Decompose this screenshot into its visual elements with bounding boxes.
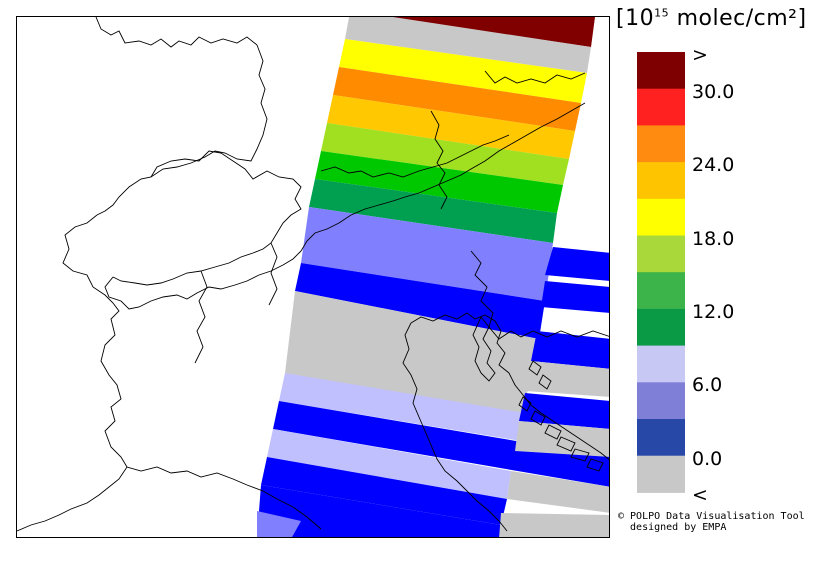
border-line xyxy=(104,250,302,310)
swath-band-yellow xyxy=(339,39,587,103)
credit-line-2: designed by EMPA xyxy=(618,522,727,533)
swath-band-blue xyxy=(257,485,501,537)
country-borders xyxy=(17,17,609,532)
unit-prefix: [10 xyxy=(616,6,655,31)
coastline xyxy=(410,312,609,460)
colorbar-swatch xyxy=(637,345,685,383)
swath-band-blue xyxy=(519,393,609,429)
swath-band-periwinkle xyxy=(301,207,553,301)
legend-unit-title: [1015 molec/cm²] xyxy=(616,6,807,31)
colorbar-swatch xyxy=(637,162,685,200)
colorbar-swatch xyxy=(637,382,685,420)
border-line xyxy=(96,44,268,216)
colorbar-swatch xyxy=(637,198,685,236)
border-line xyxy=(320,134,510,178)
colorbar-tick-label: > xyxy=(692,44,708,66)
colorbar-swatch xyxy=(637,52,685,90)
border-line xyxy=(430,110,448,210)
colorbar-tick-label: 30.0 xyxy=(692,80,735,103)
swath-band-blue xyxy=(545,247,609,281)
coastline xyxy=(126,466,322,530)
border-line xyxy=(484,70,586,84)
swath-band-gray xyxy=(285,291,539,421)
border-line xyxy=(300,102,586,252)
swath-band-darkgreen xyxy=(309,179,557,243)
map-panel[interactable] xyxy=(16,16,610,538)
swath-band-gray xyxy=(345,17,591,73)
swath-band-mediumgreen xyxy=(315,151,563,213)
border-line xyxy=(17,214,128,532)
swath-band-blue xyxy=(261,457,507,525)
map-canvas[interactable] xyxy=(17,17,610,538)
island xyxy=(518,396,604,472)
colorbar-tick-label: 18.0 xyxy=(692,227,735,250)
unit-suffix: molec/cm²] xyxy=(669,6,807,31)
colorbar-tick-label: 12.0 xyxy=(692,300,735,323)
swath-band-blue xyxy=(541,281,609,313)
swath-band-gray xyxy=(515,421,609,457)
colorbar-swatch xyxy=(637,419,685,457)
colorbar-swatch xyxy=(637,125,685,163)
colorbar-tick-label: < xyxy=(692,484,708,507)
credit-line-1: © POLPO Data Visualisation Tool xyxy=(618,511,805,522)
swath-band-blue xyxy=(295,263,545,339)
colorbar-tick-label: 6.0 xyxy=(692,374,723,397)
border-line xyxy=(194,270,208,364)
border-line xyxy=(268,242,278,306)
colorbar-swatch xyxy=(637,235,685,273)
colorbar-swatch xyxy=(637,308,685,347)
colorbar-tick-label: 0.0 xyxy=(692,447,723,470)
satellite-swath xyxy=(257,17,609,537)
swath-band-orange xyxy=(333,67,581,131)
unit-exponent: 15 xyxy=(654,6,670,20)
swath-band-lightgreen xyxy=(321,123,569,185)
coastline xyxy=(472,316,496,382)
colorbar-swatch xyxy=(637,88,685,126)
colorbar-swatch xyxy=(637,272,685,310)
swath-band-blue xyxy=(273,401,609,487)
swath-band-gray xyxy=(499,513,609,537)
swath-band-gray xyxy=(507,471,609,513)
coastline xyxy=(402,322,508,532)
border-line xyxy=(95,17,258,48)
colorbar-tick-label: 24.0 xyxy=(692,154,735,177)
credit-text: © POLPO Data Visualisation Tool designed… xyxy=(618,511,805,533)
border-line xyxy=(470,250,609,340)
swath-band-blue xyxy=(531,331,609,369)
swath-band-lavender xyxy=(279,373,525,441)
island xyxy=(528,360,552,390)
border-line xyxy=(112,150,302,286)
swath-band-periwinkle xyxy=(257,511,301,537)
swath-band-lavender xyxy=(267,429,511,499)
colorbar-swatch xyxy=(637,455,685,493)
